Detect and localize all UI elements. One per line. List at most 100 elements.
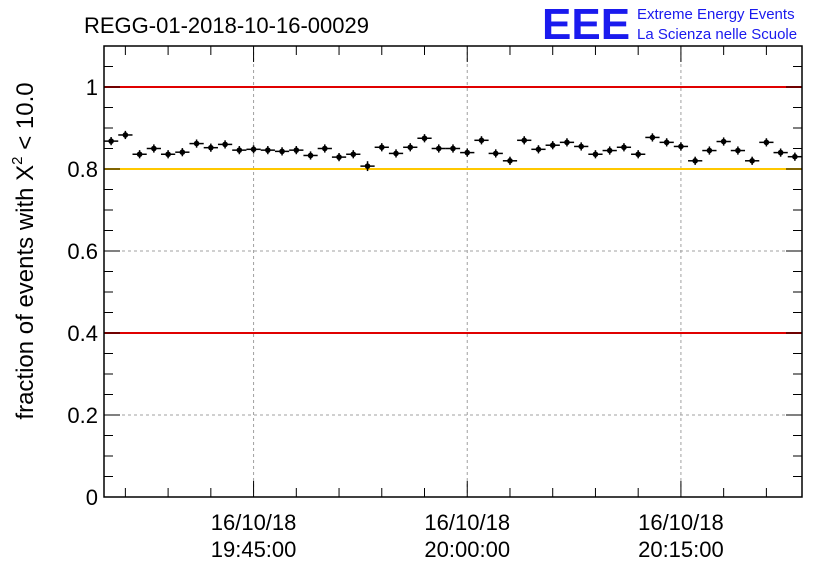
point-marker <box>678 143 684 150</box>
point-marker <box>208 144 214 151</box>
data-point <box>189 139 204 148</box>
chart-title: REGG-01-2018-10-16-00029 <box>84 13 369 38</box>
point-marker <box>350 151 357 158</box>
point-marker <box>108 138 114 144</box>
point-marker <box>179 149 186 155</box>
data-point <box>545 141 560 150</box>
data-point <box>460 148 475 157</box>
point-marker <box>279 148 285 155</box>
logo-eee-text: EEE <box>542 0 630 49</box>
data-point <box>602 146 617 155</box>
point-marker <box>535 146 542 153</box>
x-tick-label-time: 20:00:00 <box>424 537 510 562</box>
data-point <box>317 144 332 153</box>
data-point <box>289 146 304 155</box>
data-point <box>759 138 774 147</box>
point-marker <box>606 147 613 154</box>
data-point <box>132 150 147 159</box>
point-marker <box>236 147 243 153</box>
y-axis-label-superscript: 2 <box>9 156 26 164</box>
point-marker <box>407 144 414 151</box>
data-point <box>787 152 802 161</box>
point-marker <box>122 132 129 138</box>
x-tick-labels: 16/10/1819:45:0016/10/1820:00:0016/10/18… <box>211 510 724 562</box>
point-marker <box>393 150 399 157</box>
data-point <box>645 133 660 142</box>
data-point <box>146 144 161 153</box>
point-marker <box>364 163 371 169</box>
data-points <box>104 130 802 172</box>
data-point <box>531 145 546 154</box>
y-tick-label: 0.4 <box>67 321 98 346</box>
point-marker <box>265 147 271 153</box>
point-marker <box>222 141 228 148</box>
point-marker <box>165 151 171 158</box>
data-point <box>730 146 746 155</box>
reference-lines <box>104 86 802 334</box>
y-tick-label: 0 <box>86 485 98 510</box>
data-point <box>346 150 361 159</box>
data-point <box>745 156 760 165</box>
point-marker <box>450 145 456 152</box>
point-marker <box>692 158 698 164</box>
data-point <box>445 144 461 153</box>
data-point <box>417 134 432 143</box>
data-point <box>175 148 190 157</box>
point-marker <box>777 149 784 156</box>
data-point <box>631 150 646 159</box>
grid <box>104 46 802 497</box>
y-axis-label-suffix: < 10.0 <box>12 82 39 156</box>
point-marker <box>193 140 200 147</box>
data-point <box>773 148 788 157</box>
x-tick-label-date: 16/10/18 <box>424 510 510 535</box>
point-marker <box>578 143 585 150</box>
y-tick-label: 1 <box>86 75 98 100</box>
point-marker <box>507 158 513 164</box>
data-point <box>716 137 731 146</box>
point-marker <box>763 139 770 146</box>
x-tick-label-date: 16/10/18 <box>211 510 297 535</box>
point-marker <box>792 153 798 160</box>
data-point <box>104 137 119 146</box>
data-point <box>232 146 247 155</box>
data-point <box>616 143 632 152</box>
x-tick-label-time: 19:45:00 <box>211 537 297 562</box>
y-tick-label: 0.6 <box>67 239 98 264</box>
data-point <box>659 138 674 147</box>
data-point <box>374 143 389 152</box>
data-point <box>574 142 589 151</box>
plot-frame <box>103 45 803 498</box>
logo-line-2: La Scienza nelle Scuole <box>637 26 797 43</box>
data-point <box>217 140 233 149</box>
axes <box>103 45 803 498</box>
point-marker <box>435 145 442 152</box>
data-point <box>118 130 133 140</box>
data-point <box>203 143 218 152</box>
point-marker <box>564 139 570 146</box>
x-tick-label-date: 16/10/18 <box>638 510 724 535</box>
point-marker <box>378 144 385 151</box>
point-marker <box>151 145 157 152</box>
point-marker <box>749 158 755 164</box>
point-marker <box>735 147 741 154</box>
data-point <box>502 156 518 165</box>
y-axis-label-main: fraction of events with X <box>12 165 39 420</box>
data-point <box>488 149 503 158</box>
data-point <box>403 143 418 152</box>
point-marker <box>250 146 257 153</box>
point-marker <box>478 137 485 144</box>
data-point <box>274 147 290 156</box>
data-point <box>331 153 347 162</box>
data-point <box>160 150 176 159</box>
point-marker <box>663 139 670 146</box>
data-point <box>673 142 689 151</box>
point-marker <box>649 134 656 141</box>
logo-line-1: Extreme Energy Events <box>637 6 795 23</box>
point-marker <box>706 147 713 154</box>
point-marker <box>336 154 342 160</box>
data-point <box>517 136 532 145</box>
point-marker <box>621 144 627 151</box>
data-point <box>360 161 375 172</box>
data-point <box>246 145 261 154</box>
